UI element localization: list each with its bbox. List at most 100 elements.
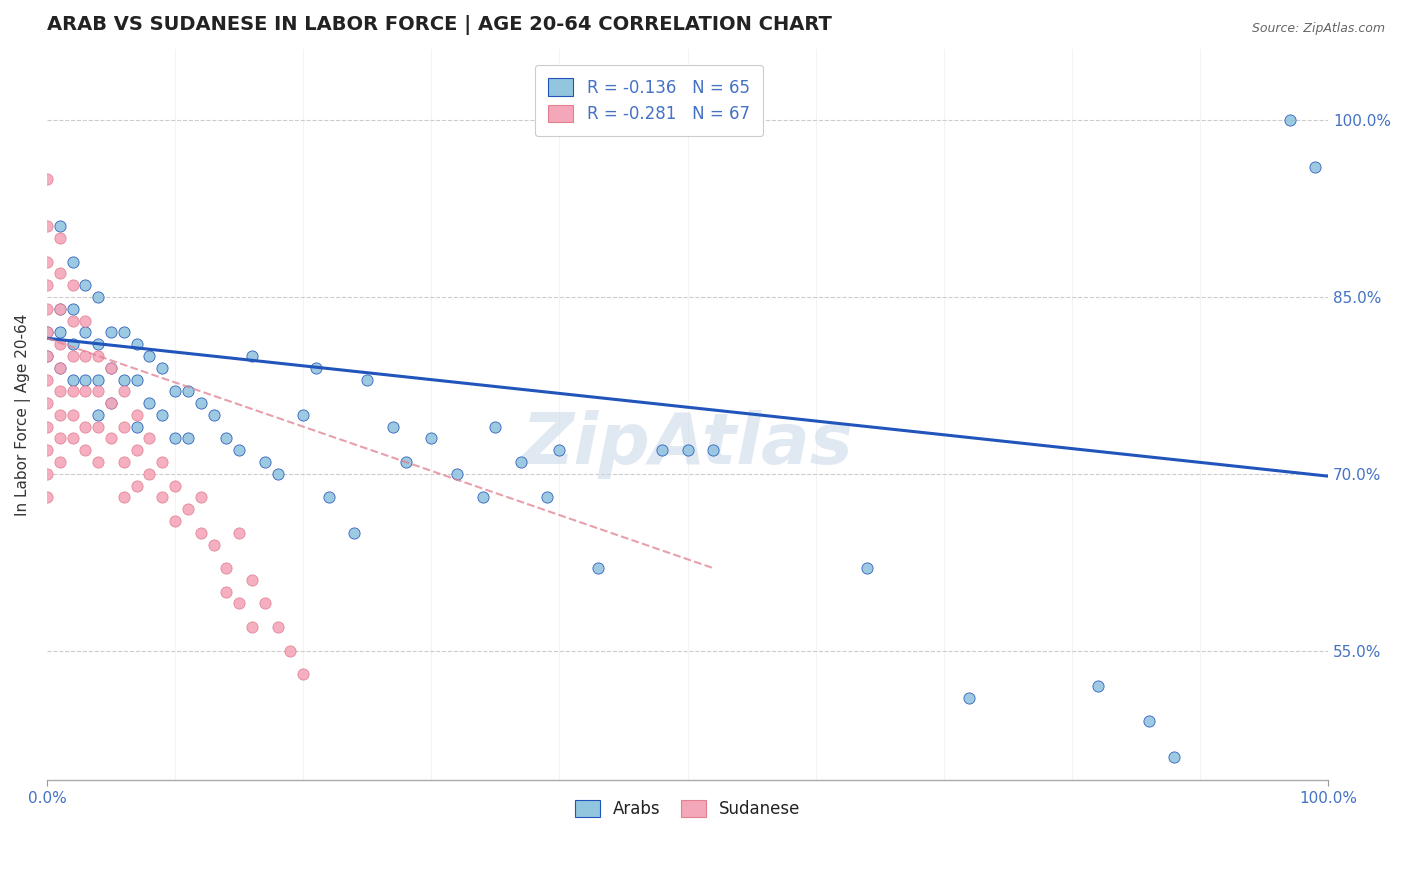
Point (100, 326, 122, 340)
Point (228, 525, 250, 540)
Point (266, 467, 288, 481)
Point (676, 443, 699, 458)
Point (215, 584, 238, 599)
Point (49, 326, 72, 340)
Point (87, 419, 110, 434)
Point (62, 384, 84, 399)
Point (87, 384, 110, 399)
Point (253, 455, 276, 469)
Point (1087, 679, 1109, 693)
Point (35, 467, 58, 481)
Point (484, 419, 506, 434)
Point (702, 443, 724, 458)
Point (471, 491, 494, 505)
Point (280, 643, 302, 657)
Text: ZipAtlas: ZipAtlas (522, 409, 853, 479)
Point (125, 408, 148, 422)
Point (1163, 749, 1185, 764)
Point (165, 432, 187, 446)
Point (150, 455, 173, 469)
Point (35, 301, 58, 316)
Point (87, 372, 110, 386)
Point (150, 408, 173, 422)
Point (75, 349, 97, 363)
Point (125, 372, 148, 386)
Point (100, 360, 122, 375)
Point (228, 443, 250, 458)
Point (292, 667, 315, 681)
Point (165, 514, 187, 528)
Point (381, 419, 404, 434)
Point (75, 419, 97, 434)
Point (536, 491, 558, 505)
Point (62, 349, 84, 363)
Point (75, 313, 97, 327)
Point (1278, 113, 1301, 128)
Point (49, 301, 72, 316)
Point (87, 455, 110, 469)
Point (253, 597, 276, 611)
Point (75, 326, 97, 340)
Point (190, 396, 212, 410)
Point (35, 443, 58, 458)
Point (62, 278, 84, 293)
Point (62, 254, 84, 268)
Point (548, 443, 571, 458)
Point (150, 360, 173, 375)
Point (240, 349, 263, 363)
Point (343, 525, 366, 540)
Point (957, 690, 980, 705)
Point (112, 419, 135, 434)
Point (651, 443, 673, 458)
Point (138, 467, 160, 481)
Point (62, 301, 84, 316)
Point (125, 478, 148, 492)
Point (49, 267, 72, 281)
Point (75, 278, 97, 293)
Point (49, 337, 72, 351)
Point (305, 360, 328, 375)
Point (202, 408, 225, 422)
Point (112, 372, 135, 386)
Point (190, 525, 212, 540)
Point (35, 349, 58, 363)
Point (240, 573, 263, 587)
Point (112, 384, 135, 399)
Point (112, 455, 135, 469)
Point (165, 478, 187, 492)
Point (165, 384, 187, 399)
Point (87, 337, 110, 351)
Point (35, 278, 58, 293)
Point (100, 396, 122, 410)
Point (87, 408, 110, 422)
Legend: Arabs, Sudanese: Arabs, Sudanese (567, 792, 808, 827)
Point (1137, 714, 1160, 729)
Point (240, 620, 263, 634)
Point (35, 396, 58, 410)
Point (177, 432, 200, 446)
Text: Source: ZipAtlas.com: Source: ZipAtlas.com (1251, 22, 1385, 36)
Y-axis label: In Labor Force | Age 20-64: In Labor Force | Age 20-64 (15, 314, 31, 516)
Point (75, 372, 97, 386)
Point (215, 432, 238, 446)
Point (49, 360, 72, 375)
Point (138, 396, 160, 410)
Text: ARAB VS SUDANESE IN LABOR FORCE | AGE 20-64 CORRELATION CHART: ARAB VS SUDANESE IN LABOR FORCE | AGE 20… (46, 15, 832, 35)
Point (35, 254, 58, 268)
Point (356, 372, 378, 386)
Point (49, 432, 72, 446)
Point (62, 337, 84, 351)
Point (35, 172, 58, 186)
Point (202, 537, 225, 551)
Point (420, 432, 443, 446)
Point (266, 620, 288, 634)
Point (62, 372, 84, 386)
Point (395, 455, 418, 469)
Point (125, 337, 148, 351)
Point (138, 432, 160, 446)
Point (49, 455, 72, 469)
Point (62, 432, 84, 446)
Point (177, 502, 200, 516)
Point (100, 432, 122, 446)
Point (215, 561, 238, 575)
